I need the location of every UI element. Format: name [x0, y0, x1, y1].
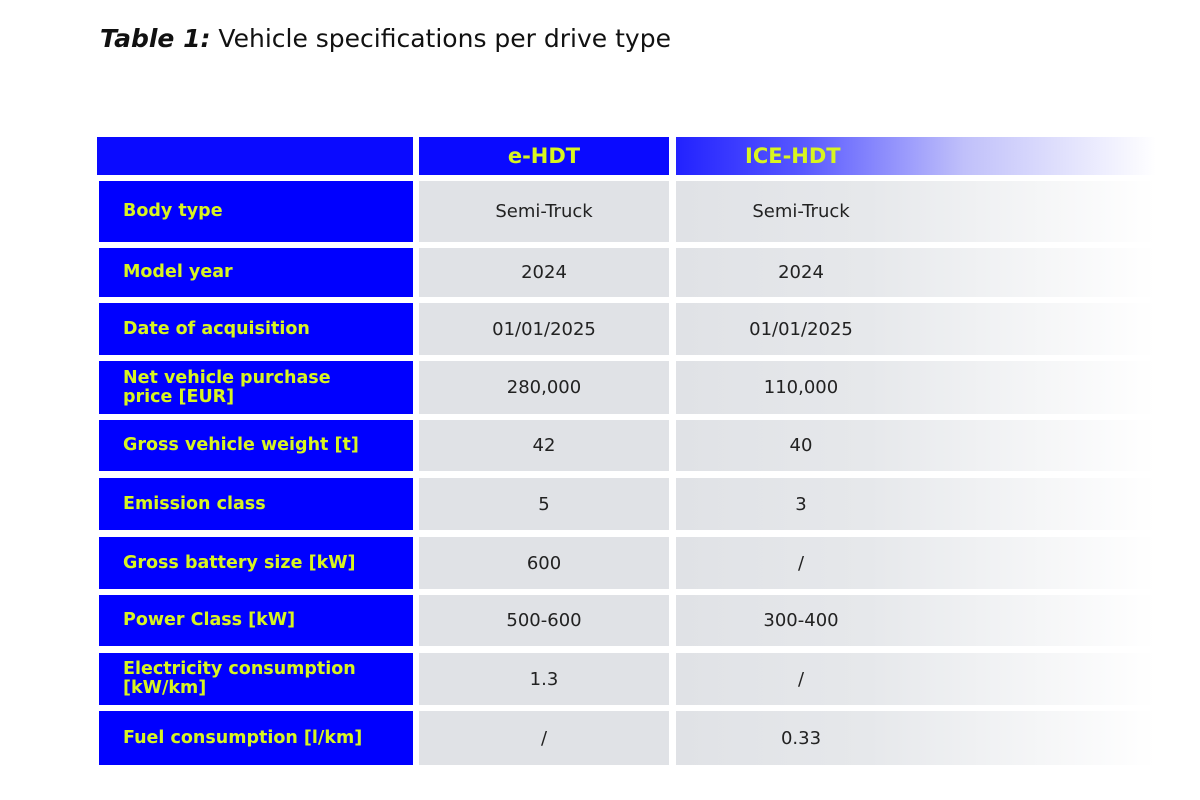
- ice-value-text: 0.33: [780, 727, 822, 749]
- caption-prefix: Table 1:: [100, 24, 211, 53]
- header-ice-hdt: ICE-HDT: [676, 137, 1156, 175]
- row-label: Emission class: [99, 478, 413, 530]
- ice-value-text: 300-400: [763, 610, 839, 631]
- ice-value: /: [676, 653, 1156, 705]
- row-label-text: Model year: [123, 262, 233, 282]
- row-label-text: Body type: [123, 201, 223, 221]
- row-label-text: Power Class [kW]: [123, 610, 296, 630]
- ehdt-value-text: 42: [532, 435, 556, 456]
- ice-value-text: /: [797, 668, 805, 690]
- row-label: Power Class [kW]: [99, 595, 413, 646]
- row-label-text: Net vehicle purchase price [EUR]: [123, 367, 331, 407]
- ehdt-value-text: 280,000: [506, 377, 582, 398]
- row-label: Fuel consumption [l/km]: [99, 711, 413, 765]
- ehdt-value: 2024: [419, 248, 669, 297]
- ice-value-text: Semi-Truck: [752, 201, 850, 222]
- ehdt-value: 1.3: [419, 653, 669, 705]
- table-caption: Table 1: Vehicle specifications per driv…: [100, 24, 671, 53]
- ehdt-value: 500-600: [419, 595, 669, 646]
- ehdt-value: /: [419, 711, 669, 765]
- ice-value-text: 01/01/2025: [749, 318, 853, 340]
- header-ice-label: ICE-HDT: [745, 144, 841, 168]
- ehdt-value-text: Semi-Truck: [495, 201, 593, 222]
- ehdt-value: 600: [419, 537, 669, 589]
- ehdt-value-text: 2024: [521, 262, 567, 283]
- ehdt-value-text: 1.3: [529, 668, 559, 690]
- ehdt-value: 42: [419, 420, 669, 471]
- row-label: Electricity consumption [kW/km]: [99, 653, 413, 705]
- ice-value: /: [676, 537, 1156, 589]
- header-ehdt: e-HDT: [419, 137, 669, 175]
- ehdt-value: 280,000: [419, 361, 669, 414]
- ehdt-value-text: 600: [526, 552, 562, 574]
- ehdt-value-text: 01/01/2025: [492, 318, 596, 340]
- ice-value-text: 110,000: [763, 377, 839, 398]
- row-label: Body type: [99, 181, 413, 242]
- row-label-text: Gross vehicle weight [t]: [123, 435, 359, 455]
- ice-value: 01/01/2025: [676, 303, 1156, 355]
- row-label: Date of acquisition: [99, 303, 413, 355]
- header-ehdt-label: e-HDT: [507, 144, 581, 168]
- ice-value: 0.33: [676, 711, 1156, 765]
- caption-text: Vehicle specifications per drive type: [210, 24, 671, 53]
- ice-value-text: 3: [795, 493, 807, 515]
- row-label: Net vehicle purchase price [EUR]: [99, 361, 413, 414]
- ice-value: 3: [676, 478, 1156, 530]
- row-label-text: Gross battery size [kW]: [123, 552, 356, 573]
- row-label: Model year: [99, 248, 413, 297]
- header-empty-cell: [97, 137, 413, 175]
- row-label-text: Electricity consumption [kW/km]: [123, 659, 356, 698]
- ehdt-value-text: 500-600: [506, 610, 582, 631]
- ice-value: 2024: [676, 248, 1156, 297]
- row-label: Gross battery size [kW]: [99, 537, 413, 589]
- ice-value-text: /: [797, 552, 805, 574]
- ice-value: 110,000: [676, 361, 1156, 414]
- ice-value-text: 40: [789, 435, 813, 456]
- ice-value-text: 2024: [778, 262, 824, 283]
- ehdt-value-text: /: [540, 727, 548, 749]
- ehdt-value-text: 5: [538, 493, 550, 515]
- ehdt-value: Semi-Truck: [419, 181, 669, 242]
- row-label-text: Date of acquisition: [123, 318, 310, 339]
- ice-value: 40: [676, 420, 1156, 471]
- ice-value: Semi-Truck: [676, 181, 1156, 242]
- ice-value: 300-400: [676, 595, 1156, 646]
- row-label-text: Emission class: [123, 493, 266, 514]
- ehdt-value: 5: [419, 478, 669, 530]
- ehdt-value: 01/01/2025: [419, 303, 669, 355]
- row-label-text: Fuel consumption [l/km]: [123, 727, 363, 748]
- row-label: Gross vehicle weight [t]: [99, 420, 413, 471]
